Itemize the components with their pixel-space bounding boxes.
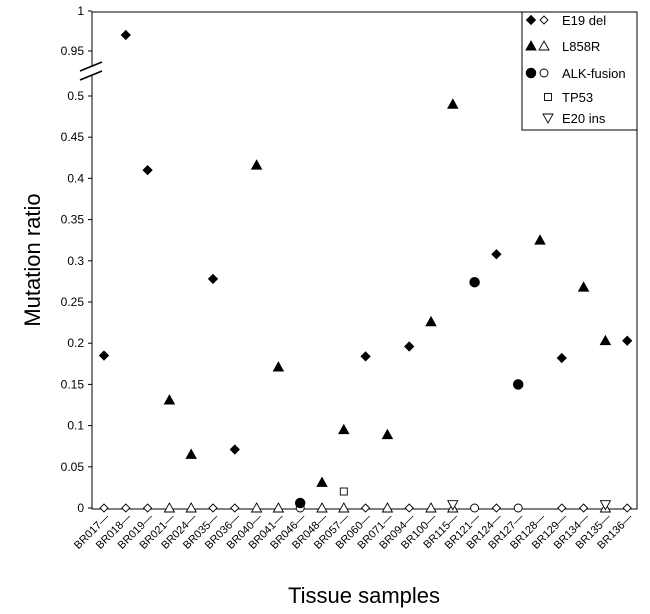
data-point [491, 503, 502, 513]
data-point [513, 503, 523, 513]
data-points [98, 29, 633, 513]
data-point [404, 341, 415, 352]
data-point [360, 351, 371, 362]
legend-label: E19 del [562, 13, 606, 28]
data-point [272, 361, 285, 372]
data-point [556, 352, 567, 364]
data-point [578, 503, 589, 513]
data-point [208, 503, 218, 513]
y-tick-label: 0.05 [61, 460, 85, 474]
data-point [272, 502, 285, 513]
x-axis: BR017—BR018—BR019—BR021—BR024—BR035—BR03… [72, 512, 635, 552]
data-point [142, 503, 153, 513]
data-point [447, 500, 459, 511]
data-point [163, 502, 176, 513]
legend-marker [538, 40, 550, 51]
data-point [599, 500, 612, 511]
y-tick-label: 0.15 [61, 377, 85, 391]
x-axis-title: Tissue samples [288, 583, 440, 608]
data-point [250, 159, 263, 170]
data-point [381, 428, 394, 440]
data-point [185, 502, 197, 513]
data-point [404, 503, 414, 513]
data-point [99, 503, 109, 513]
y-tick-label: 0.2 [67, 336, 84, 350]
y-tick-label: 0.25 [61, 295, 85, 309]
data-point [425, 315, 437, 327]
legend: E19 del L858R ALK-fusion TP53 E20 ins [521, 11, 638, 131]
data-point [163, 394, 176, 405]
legend-marker [525, 14, 537, 26]
data-point [360, 503, 371, 513]
data-point [230, 503, 240, 513]
legend-marker [542, 113, 554, 124]
legend-marker [539, 68, 549, 78]
legend-label: E20 ins [562, 111, 606, 126]
data-point [534, 234, 546, 245]
y-tick-label: 0.95 [61, 44, 85, 58]
y-tick-label: 0.1 [67, 419, 84, 433]
data-point [98, 350, 110, 361]
data-point [338, 423, 350, 435]
data-point [316, 502, 328, 513]
y-tick-label: 0.3 [67, 254, 84, 268]
data-point [121, 503, 131, 513]
data-point [512, 379, 524, 390]
legend-marker [525, 40, 537, 51]
axis-break-marker [79, 61, 104, 81]
legend-label: L858R [562, 39, 600, 54]
y-tick-label: 0.35 [61, 213, 85, 227]
legend-marker [539, 15, 549, 25]
y-tick-label: 1 [77, 4, 84, 18]
data-point [185, 448, 197, 459]
data-point [142, 165, 153, 176]
data-point [120, 29, 131, 41]
data-point [229, 444, 240, 455]
data-point [339, 487, 348, 496]
legend-marker [544, 93, 552, 101]
data-point [622, 335, 633, 346]
y-axis-title: Mutation ratio [20, 193, 45, 326]
legend-label: TP53 [562, 90, 593, 105]
data-point [338, 502, 350, 513]
data-point [577, 281, 590, 292]
data-point [447, 98, 459, 109]
data-point [381, 502, 394, 513]
data-point [425, 502, 437, 513]
data-point [622, 503, 632, 513]
data-point [207, 273, 219, 285]
data-point [491, 249, 502, 260]
data-point [316, 476, 328, 487]
data-point [469, 276, 480, 288]
y-axis: 0 0.05 0.1 0.15 0.2 0.25 0.3 0.35 0.4 0.45 0.5 0.95… [61, 4, 104, 515]
data-point [470, 503, 480, 513]
y-tick-label: 0.4 [67, 171, 84, 185]
legend-label: ALK-fusion [562, 66, 626, 81]
y-tick-label: 0 [77, 501, 84, 515]
data-point [250, 502, 263, 513]
y-tick-label: 0.5 [67, 89, 84, 103]
legend-marker [525, 67, 537, 79]
y-tick-label: 0.45 [61, 130, 85, 144]
data-point [599, 334, 612, 346]
data-point [294, 497, 306, 509]
data-point [557, 503, 567, 513]
